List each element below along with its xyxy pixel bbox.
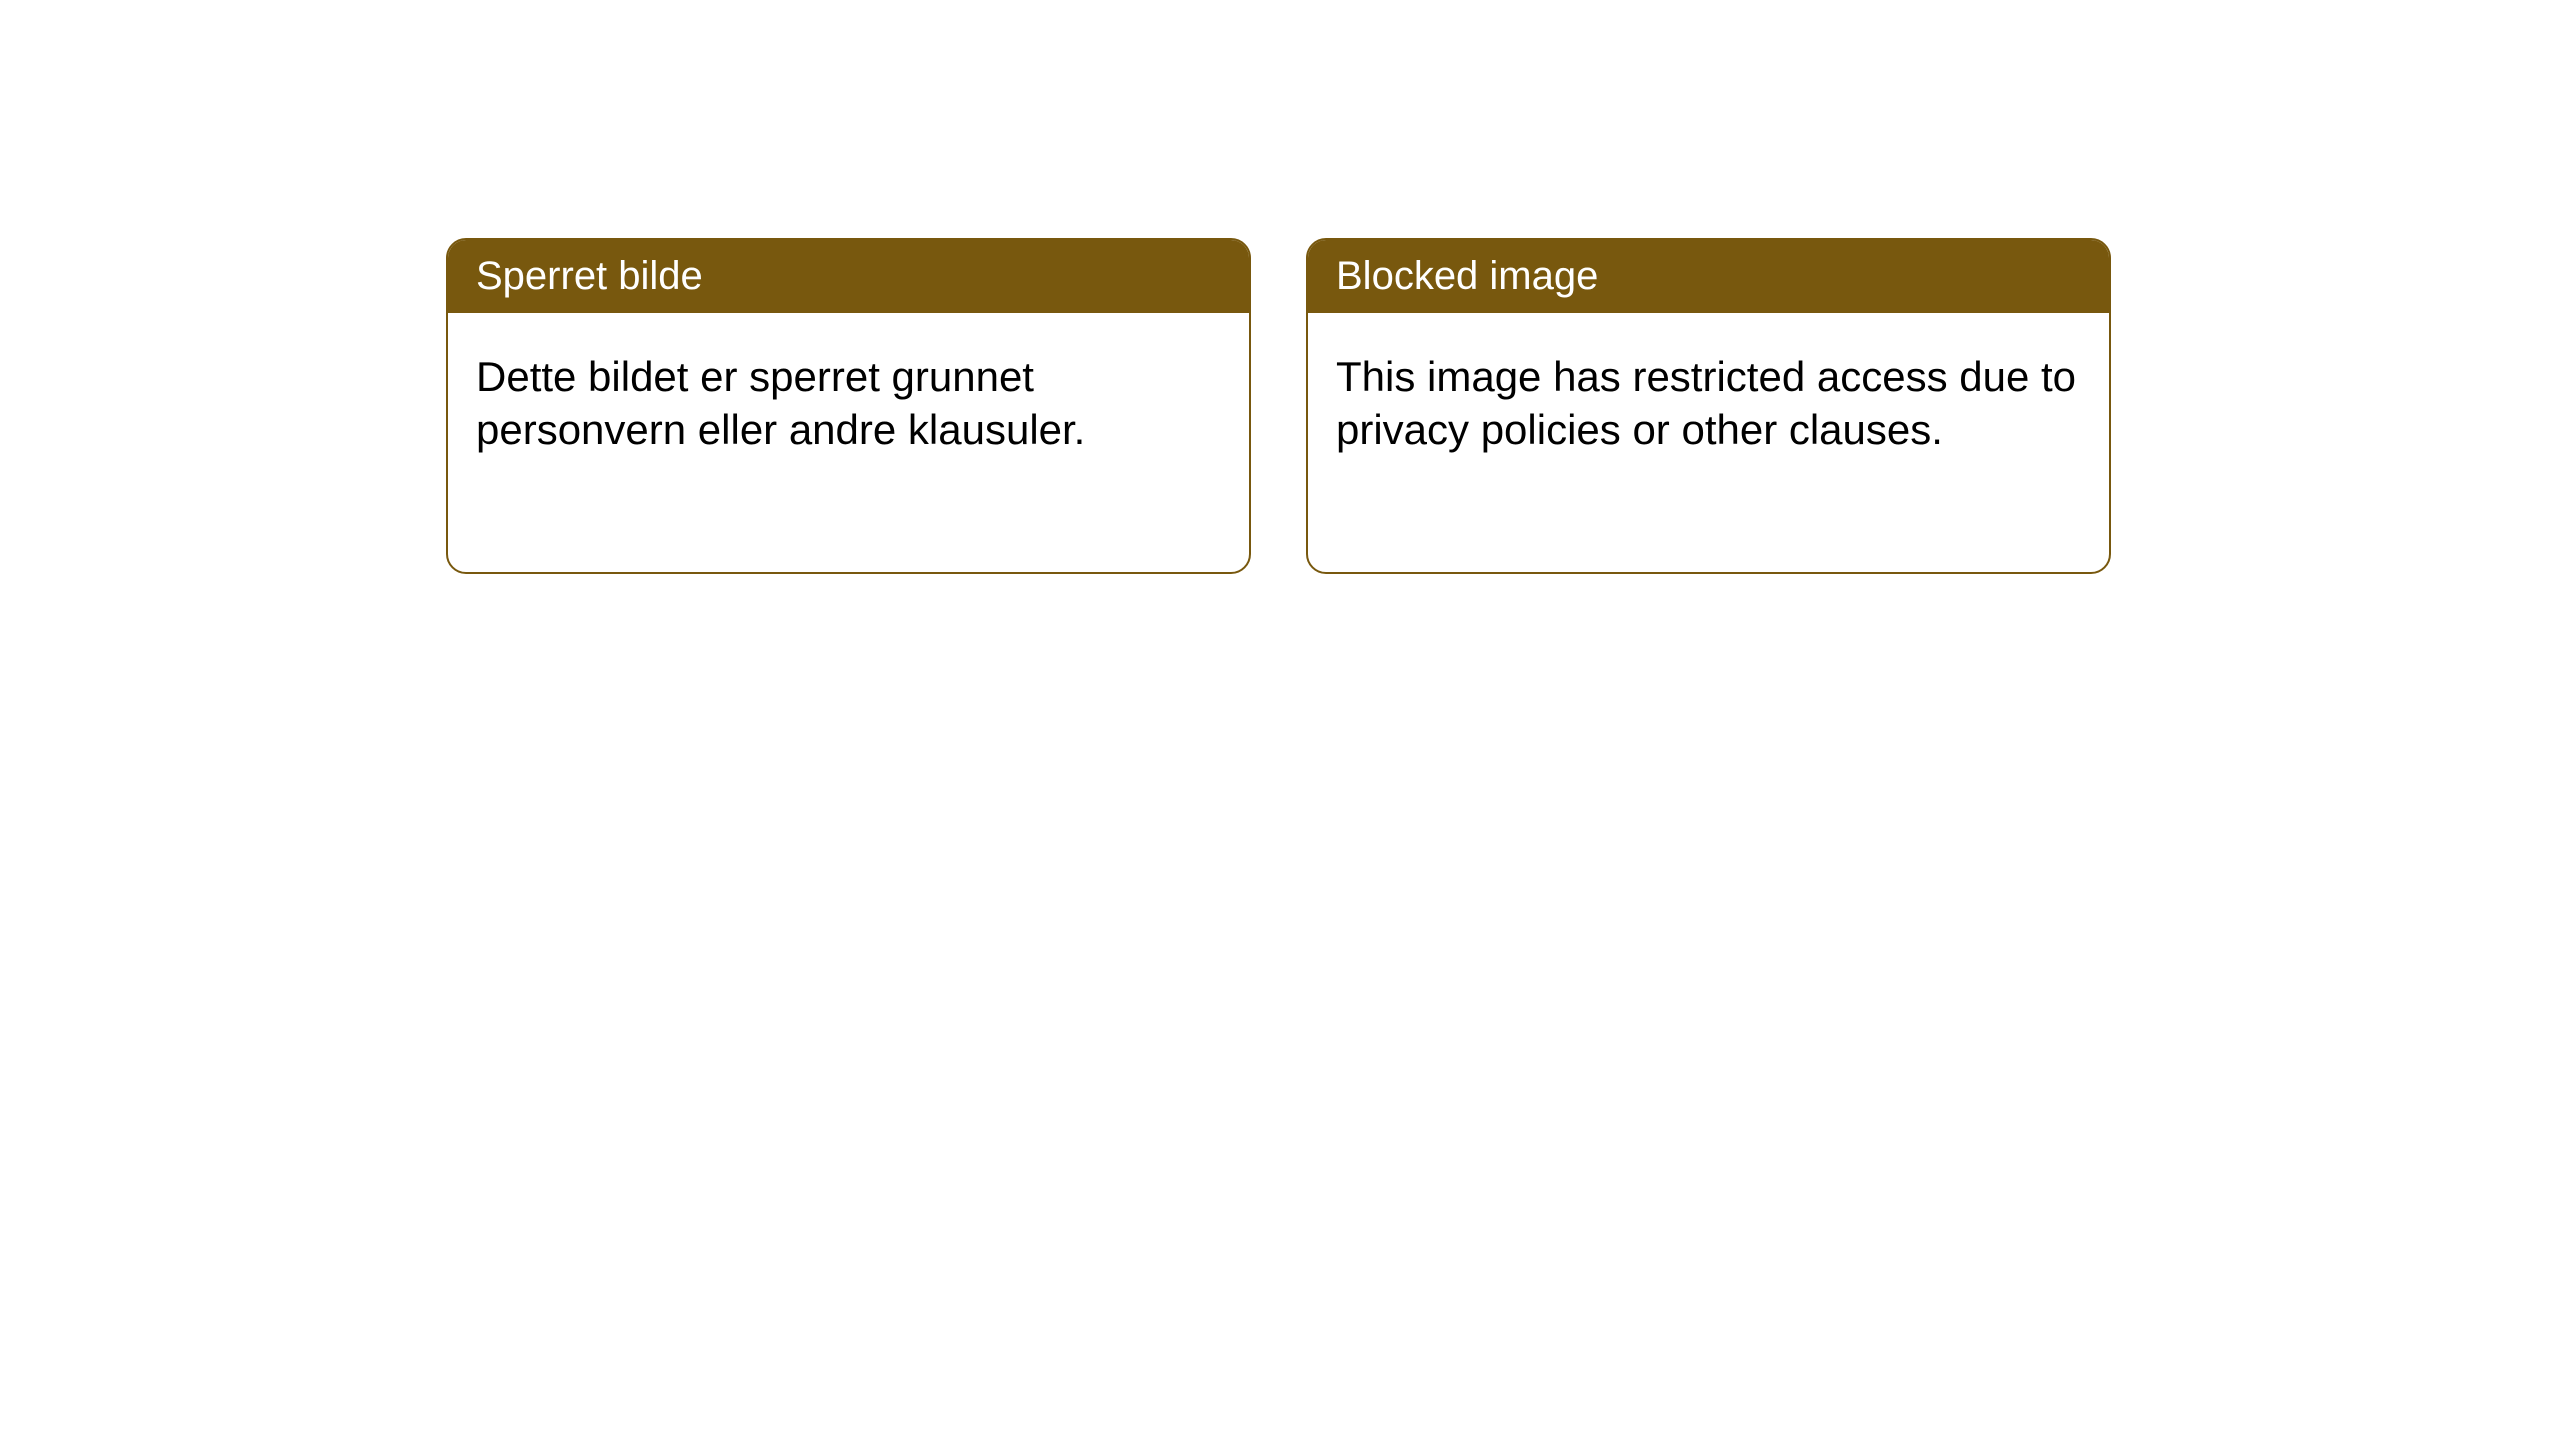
notice-card-body: This image has restricted access due to … [1308,313,2109,494]
notice-card-title: Sperret bilde [448,240,1249,313]
notice-card-english: Blocked image This image has restricted … [1306,238,2111,574]
notice-card-norwegian: Sperret bilde Dette bildet er sperret gr… [446,238,1251,574]
notice-card-body: Dette bildet er sperret grunnet personve… [448,313,1249,494]
notice-container: Sperret bilde Dette bildet er sperret gr… [0,0,2560,574]
notice-card-title: Blocked image [1308,240,2109,313]
